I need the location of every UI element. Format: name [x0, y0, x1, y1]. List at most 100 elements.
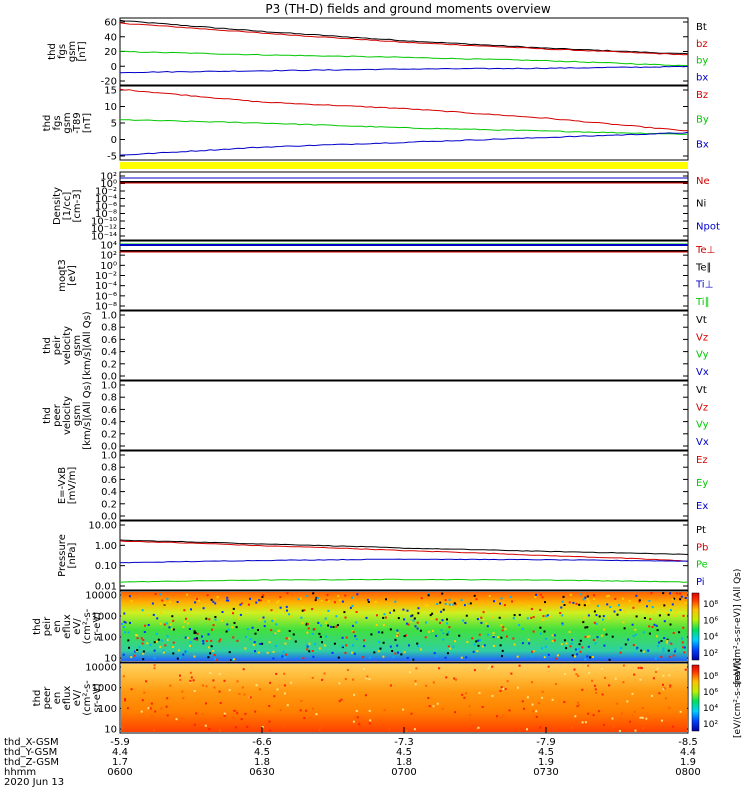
e-field-ylabel-0: E=-VxB: [57, 467, 68, 504]
peir-en-eflux-pixel: [582, 598, 585, 601]
xtick-xgsm-3: -7.9: [536, 737, 556, 748]
peir-en-eflux-pixel: [568, 601, 571, 604]
peir-en-eflux-pixel: [193, 630, 196, 633]
peer-velocity-legend-1: Vz: [696, 402, 708, 413]
peir-en-eflux-pixel: [257, 629, 259, 631]
peir-en-eflux-pixel: [314, 599, 317, 602]
peir-en-eflux-pixel: [261, 595, 264, 598]
peir-en-eflux-pixel: [640, 649, 643, 652]
peir-en-eflux-pixel: [613, 610, 616, 613]
peir-en-eflux-pixel: [584, 626, 587, 629]
peir-en-eflux-pixel: [682, 614, 685, 617]
peir-en-eflux-ylabel-0: thd: [32, 618, 43, 635]
peir-en-eflux-pixel: [239, 613, 242, 616]
peir-en-eflux-pixel: [333, 601, 336, 604]
peer-en-eflux-pixel: [244, 712, 247, 715]
density-ytick-3: 10⁻⁴: [95, 194, 117, 205]
peir-en-eflux-pixel: [662, 647, 665, 650]
peir-en-eflux-pixel: [403, 618, 406, 621]
peir-en-eflux-pixel: [475, 598, 478, 601]
peir-en-eflux-pixel: [326, 593, 329, 596]
peir-en-eflux-pixel: [264, 620, 266, 623]
peer-en-eflux-pixel: [356, 716, 359, 719]
peir-en-eflux-pixel: [232, 612, 234, 615]
peer-en-eflux-pixel: [141, 699, 144, 702]
peir-en-eflux-pixel: [425, 621, 428, 624]
peir-en-eflux-pixel: [592, 639, 595, 641]
peir-en-eflux-pixel: [603, 644, 606, 647]
peir-en-eflux-pixel: [212, 624, 215, 627]
peir-en-eflux-pixel: [642, 650, 645, 653]
peir-en-eflux-pixel: [182, 653, 185, 656]
peer-en-eflux-ylabel-1: peer: [42, 686, 53, 710]
fgs-ytick-1: 40: [104, 32, 117, 43]
peir-en-eflux-pixel: [539, 608, 542, 611]
peir-en-eflux-pixel: [648, 610, 651, 613]
peir-en-eflux-pixel: [679, 592, 682, 595]
peir-en-eflux-pixel: [341, 636, 344, 639]
peir-en-eflux-pixel: [513, 643, 516, 646]
peir-en-eflux-pixel: [506, 654, 509, 657]
peer-velocity-ytick-1: 0.8: [101, 393, 117, 404]
peir-en-eflux-pixel: [582, 621, 585, 624]
xtick-ygsm-3: 4.5: [538, 747, 554, 758]
peer-en-eflux-pixel: [275, 672, 278, 675]
xtick-xgsm-1: -6.6: [252, 737, 272, 748]
peir-en-eflux-pixel: [479, 639, 482, 642]
peir-en-eflux-pixel: [541, 647, 543, 650]
peir-en-eflux-pixel: [667, 613, 670, 616]
peer-en-eflux-pixel: [662, 683, 664, 686]
peir-en-eflux-pixel: [454, 640, 457, 643]
peir-en-eflux-pixel: [162, 651, 165, 654]
peer-en-eflux-pixel: [510, 672, 513, 675]
peir-en-eflux-pixel: [159, 593, 162, 596]
peir-en-eflux-pixel: [539, 626, 542, 629]
peir-en-eflux-pixel: [176, 657, 179, 660]
peir-en-eflux-pixel: [545, 615, 548, 618]
peir-en-eflux-pixel: [285, 605, 288, 608]
peir-en-eflux-pixel: [498, 616, 501, 619]
peir-en-eflux-pixel: [404, 634, 407, 637]
peir-en-eflux-pixel: [185, 617, 187, 620]
peir-en-eflux-pixel: [362, 656, 365, 659]
peir-en-eflux-pixel: [411, 614, 414, 617]
peer-en-eflux-pixel: [340, 698, 343, 701]
peir-en-eflux-pixel: [663, 604, 666, 607]
peir-en-eflux-pixel: [663, 637, 666, 639]
fgs-ytick-4: -20: [101, 77, 117, 88]
pressure-series-Pi: [119, 558, 689, 564]
fgs-ssl-ylabel-1: fgs: [52, 115, 63, 130]
e-field-ytick-5: 0.0: [101, 512, 117, 523]
peir-en-eflux-pixel: [416, 621, 419, 624]
peir-en-eflux-pixel: [208, 618, 211, 621]
peir-en-eflux-pixel: [580, 593, 583, 596]
peir-en-eflux-pixel: [188, 628, 191, 630]
peir-en-eflux-pixel: [249, 597, 251, 600]
peer-en-eflux-pixel: [179, 678, 182, 681]
peir-en-eflux-pixel: [253, 641, 256, 644]
peir-en-eflux-pixel: [162, 649, 165, 652]
peir-en-eflux-pixel: [465, 603, 468, 606]
peer-en-eflux-pixel: [669, 686, 672, 688]
peir-en-eflux-pixel: [159, 645, 162, 648]
peir-en-eflux-pixel: [531, 650, 534, 653]
peir-en-eflux-pixel: [492, 632, 495, 635]
peir-en-eflux-pixel: [327, 600, 330, 603]
peir-en-eflux-pixel: [172, 619, 175, 622]
peer-en-eflux-pixel: [352, 678, 355, 681]
peir-en-eflux-colorbar-tick-3: 10²: [703, 649, 718, 659]
peir-en-eflux-pixel: [183, 609, 186, 612]
peer-en-eflux-ylabel-6: sr-eV): [92, 683, 103, 712]
peir-en-eflux-pixel: [214, 618, 217, 621]
peer-en-eflux-pixel: [154, 710, 157, 713]
peir-en-eflux-pixel: [499, 644, 502, 647]
peer-en-eflux-pixel: [254, 710, 257, 713]
temperature-ytick-4: 10⁻⁴: [95, 281, 117, 292]
peir-en-eflux-ylabel-6: sr-eV): [92, 612, 103, 641]
peir-en-eflux-pixel: [473, 643, 476, 646]
peir-en-eflux-pixel: [396, 634, 398, 637]
peir-en-eflux-pixel: [532, 650, 535, 653]
peer-en-eflux-pixel: [258, 688, 261, 691]
peir-en-eflux-pixel: [327, 609, 330, 612]
temperature-legend-1: Te∥: [695, 262, 712, 273]
